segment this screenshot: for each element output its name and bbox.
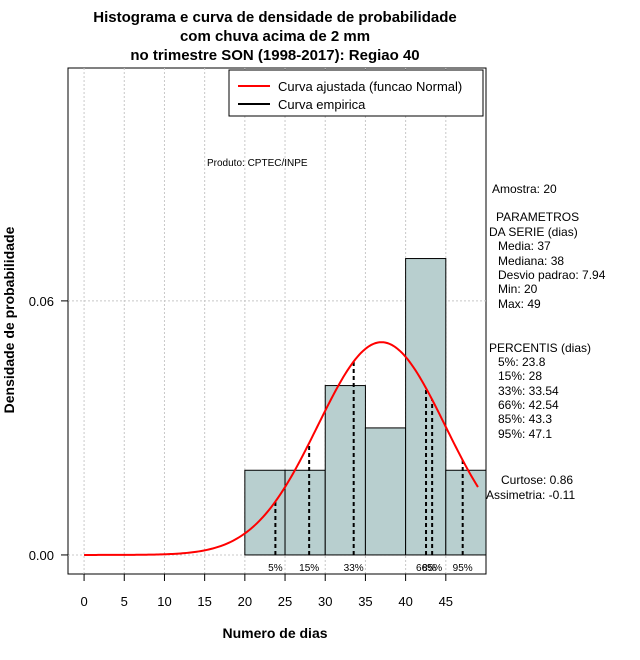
x-tick-label: 5 [121, 594, 128, 609]
x-tick-label: 35 [358, 594, 372, 609]
percentile-label: 33% [344, 563, 364, 574]
percentile-label: 66% [416, 563, 436, 574]
pct-85: 85%: 43.3 [498, 412, 552, 426]
x-tick-label: 40 [398, 594, 412, 609]
x-tick-label: 0 [80, 594, 87, 609]
stat-max: Max: 49 [498, 297, 541, 311]
x-tick-label: 10 [157, 594, 171, 609]
y-tick-label: 0.00 [29, 548, 54, 563]
percentile-label: 95% [453, 563, 473, 574]
x-tick-label: 15 [197, 594, 211, 609]
percentile-lines [274, 361, 464, 555]
product-annotation: Produto: CPTEC/INPE [207, 158, 308, 169]
stat-mean: Media: 37 [498, 239, 551, 253]
pct-66: 66%: 42.54 [498, 398, 559, 412]
histogram-bar [244, 469, 286, 556]
legend-label-empirical: Curva empirica [278, 97, 366, 112]
histogram-bar [324, 385, 366, 556]
pct-33: 33%: 33.54 [498, 384, 559, 398]
x-tick-label: 25 [278, 594, 292, 609]
y-tick-label: 0.06 [29, 294, 54, 309]
stat-stddev: Desvio padrao: 7.94 [498, 268, 606, 282]
x-tick-label: 30 [318, 594, 332, 609]
chart-title-line-3: no trimestre SON (1998-2017): Regiao 40 [130, 47, 419, 64]
percentile-labels: 5% 15% 33% 66%85% 95% [268, 563, 473, 574]
stat-median: Mediana: 38 [498, 254, 564, 268]
legend-box [228, 69, 484, 117]
stat-skewness: Assimetria: -0.11 [486, 488, 575, 502]
percentile-label: 5% [268, 563, 283, 574]
legend: Curva ajustada (funcao Normal) Curva emp… [228, 69, 484, 117]
percentile-label: 15% [299, 563, 319, 574]
chart-title-line-2: com chuva acima de 2 mm [180, 28, 370, 45]
stat-kurtosis: Curtose: 0.86 [501, 473, 573, 487]
params-title-1: PARAMETROS [496, 210, 579, 224]
pct-15: 15%: 28 [498, 369, 542, 383]
percentiles-title: PERCENTIS (dias) [489, 341, 591, 355]
pct-5: 5%: 23.8 [498, 355, 546, 369]
x-tick-label: 45 [439, 594, 453, 609]
stats-panel: Amostra: 20 PARAMETROS DA SERIE (dias) M… [486, 182, 606, 502]
legend-label-normal: Curva ajustada (funcao Normal) [278, 79, 462, 94]
sample-size: Amostra: 20 [492, 182, 557, 196]
percentile-label: 85% [422, 563, 442, 574]
histogram-bars [244, 258, 487, 556]
histogram-bar [445, 469, 487, 556]
params-title-2: DA SERIE (dias) [489, 225, 578, 239]
normal-curve [84, 341, 479, 556]
y-axis: 0.00 0.06 [29, 294, 69, 563]
x-axis: 0 5 10 15 20 25 30 35 40 45 [80, 573, 453, 609]
histogram-bar [364, 427, 407, 556]
pct-95: 95%: 47.1 [498, 427, 552, 441]
histogram-bar [284, 469, 326, 556]
chart-title-line-1: Histograma e curva de densidade de proba… [93, 9, 456, 26]
x-axis-label: Numero de dias [222, 625, 327, 641]
x-tick-label: 20 [238, 594, 252, 609]
stat-min: Min: 20 [498, 282, 538, 296]
y-axis-label: Densidade de probabilidade [1, 226, 17, 413]
